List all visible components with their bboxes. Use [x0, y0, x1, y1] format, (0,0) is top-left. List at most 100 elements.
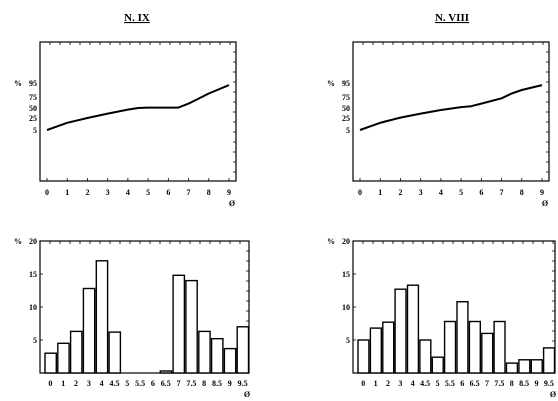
- x-tick-label: 7: [187, 188, 191, 197]
- y-tick-label: 10: [29, 303, 37, 312]
- x-tick-label: 3: [87, 379, 91, 388]
- x-tick-label: 5: [459, 188, 463, 197]
- y-tick-label: 25: [29, 114, 37, 123]
- y-tick-label: 95: [342, 79, 350, 88]
- bar: [419, 339, 432, 374]
- x-tick-label: 8: [520, 188, 524, 197]
- x-tick-label: 5.5: [135, 379, 145, 388]
- y-tick-label: 5: [346, 336, 350, 345]
- x-tick-label: 2: [85, 188, 89, 197]
- y-tick-label: 50: [29, 104, 37, 113]
- series-line: [359, 84, 543, 131]
- y-tick-label: 50: [342, 104, 350, 113]
- bar: [431, 356, 444, 374]
- x-tick-label: 5: [125, 379, 129, 388]
- x-tick-label: 7.5: [494, 379, 504, 388]
- bar: [69, 330, 83, 374]
- bar: [172, 274, 186, 374]
- bar: [57, 342, 70, 374]
- x-axis-label: Ø: [550, 390, 556, 399]
- bar: [542, 347, 556, 374]
- x-tick-label: 9: [540, 188, 544, 197]
- bar: [44, 352, 58, 374]
- bar: [456, 301, 469, 374]
- bar: [108, 331, 122, 374]
- bar: [481, 332, 494, 374]
- x-tick-label: 8.5: [519, 379, 529, 388]
- x-tick-label: 7.5: [186, 379, 196, 388]
- y-tick-label: 75: [342, 93, 350, 102]
- bar: [82, 287, 96, 374]
- y-tick-label: 20: [29, 237, 37, 246]
- x-tick-label: 4: [100, 379, 104, 388]
- bar: [406, 284, 420, 374]
- y-tick-label: 15: [29, 270, 37, 279]
- x-tick-label: 5.5: [445, 379, 455, 388]
- bar: [443, 320, 457, 374]
- x-tick-label: 4: [126, 188, 130, 197]
- y-tick-label: 75: [29, 93, 37, 102]
- series-line: [46, 84, 230, 131]
- x-tick-label: 0: [361, 379, 365, 388]
- x-tick-label: 4.5: [109, 379, 119, 388]
- y-tick-label: 20: [342, 237, 350, 246]
- x-tick-label: 6.5: [161, 379, 171, 388]
- x-tick-label: 2: [398, 188, 402, 197]
- bar: [468, 320, 481, 374]
- y-tick-label: 5: [346, 126, 350, 135]
- bar: [505, 362, 519, 374]
- bar: [159, 370, 173, 374]
- y-tick-label: 5: [33, 126, 37, 135]
- x-tick-label: 0: [48, 379, 52, 388]
- bar: [530, 359, 543, 374]
- x-tick-label: 8.5: [212, 379, 222, 388]
- bar-chart-3: 20 15 10 5% 0 1 2 3 4 4.5 5 5.5 6 6.5 7 7.5 8 8.5 9 9.5 Ø: [327, 237, 556, 399]
- x-tick-label: 6: [151, 379, 155, 388]
- bar: [198, 330, 211, 374]
- x-tick-label: 1: [378, 188, 382, 197]
- y-axis-label: %: [327, 237, 335, 246]
- x-tick-label: 6: [479, 188, 483, 197]
- bar: [236, 326, 250, 374]
- x-tick-label: 3: [398, 379, 402, 388]
- bar: [223, 347, 237, 374]
- x-tick-label: 9: [534, 379, 538, 388]
- bar: [185, 279, 198, 374]
- x-tick-label: 6: [460, 379, 464, 388]
- bar: [518, 359, 531, 374]
- x-tick-label: 4.5: [420, 379, 430, 388]
- y-axis-label: %: [327, 79, 335, 88]
- chart-title: N. VIII: [435, 12, 469, 24]
- x-tick-label: 8: [207, 188, 211, 197]
- x-tick-label: 2: [74, 379, 78, 388]
- x-tick-label: 4: [411, 379, 415, 388]
- x-tick-label: 9.5: [544, 379, 554, 388]
- x-tick-label: 0: [358, 188, 362, 197]
- x-tick-label: 3: [419, 188, 423, 197]
- plot-frame: [39, 41, 237, 182]
- x-tick-label: 9: [227, 188, 231, 197]
- plot-frame: [352, 41, 550, 182]
- x-axis-label: Ø: [229, 199, 235, 208]
- x-tick-label: 3: [106, 188, 110, 197]
- y-tick-label: 15: [342, 270, 350, 279]
- x-tick-label: 5: [435, 379, 439, 388]
- bar: [357, 339, 370, 374]
- bar: [394, 288, 407, 374]
- x-tick-label: 7: [500, 188, 504, 197]
- y-axis-label: %: [14, 79, 22, 88]
- x-tick-label: 6.5: [470, 379, 480, 388]
- x-tick-label: 0: [45, 188, 49, 197]
- x-axis-label: Ø: [542, 199, 548, 208]
- x-tick-label: 1: [61, 379, 65, 388]
- bar: [95, 260, 109, 374]
- x-axis-label: Ø: [244, 390, 250, 399]
- x-tick-label: 1: [65, 188, 69, 197]
- x-tick-label: 5: [146, 188, 150, 197]
- chart-title: N. IX: [124, 12, 150, 24]
- bar: [369, 327, 382, 374]
- x-tick-label: 9: [228, 379, 232, 388]
- y-axis-label: %: [14, 237, 22, 246]
- x-tick-label: 7: [485, 379, 489, 388]
